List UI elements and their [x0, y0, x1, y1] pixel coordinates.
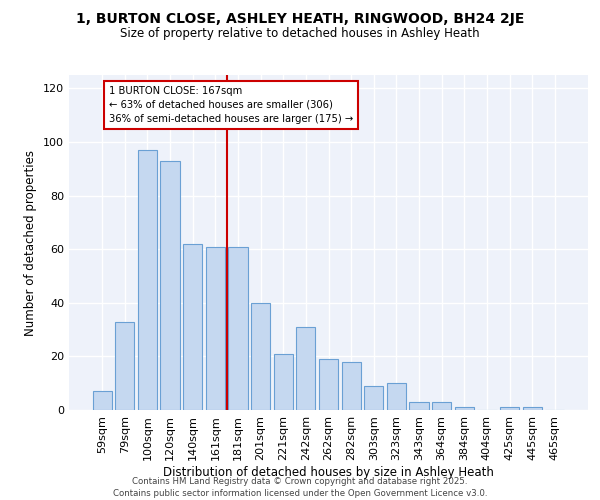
Bar	[296, 327, 316, 410]
Bar	[364, 386, 383, 410]
Bar	[183, 244, 202, 410]
Bar	[319, 359, 338, 410]
Bar	[138, 150, 157, 410]
X-axis label: Distribution of detached houses by size in Ashley Heath: Distribution of detached houses by size …	[163, 466, 494, 478]
Bar	[500, 408, 519, 410]
Bar	[341, 362, 361, 410]
Bar	[229, 246, 248, 410]
Text: Contains HM Land Registry data © Crown copyright and database right 2025.
Contai: Contains HM Land Registry data © Crown c…	[113, 476, 487, 498]
Bar	[409, 402, 428, 410]
Y-axis label: Number of detached properties: Number of detached properties	[25, 150, 37, 336]
Bar	[92, 391, 112, 410]
Bar	[387, 383, 406, 410]
Bar	[432, 402, 451, 410]
Bar	[274, 354, 293, 410]
Bar	[115, 322, 134, 410]
Text: 1 BURTON CLOSE: 167sqm
← 63% of detached houses are smaller (306)
36% of semi-de: 1 BURTON CLOSE: 167sqm ← 63% of detached…	[109, 86, 353, 124]
Text: 1, BURTON CLOSE, ASHLEY HEATH, RINGWOOD, BH24 2JE: 1, BURTON CLOSE, ASHLEY HEATH, RINGWOOD,…	[76, 12, 524, 26]
Bar	[160, 161, 180, 410]
Bar	[523, 408, 542, 410]
Text: Size of property relative to detached houses in Ashley Heath: Size of property relative to detached ho…	[120, 28, 480, 40]
Bar	[251, 303, 270, 410]
Bar	[455, 408, 474, 410]
Bar	[206, 246, 225, 410]
